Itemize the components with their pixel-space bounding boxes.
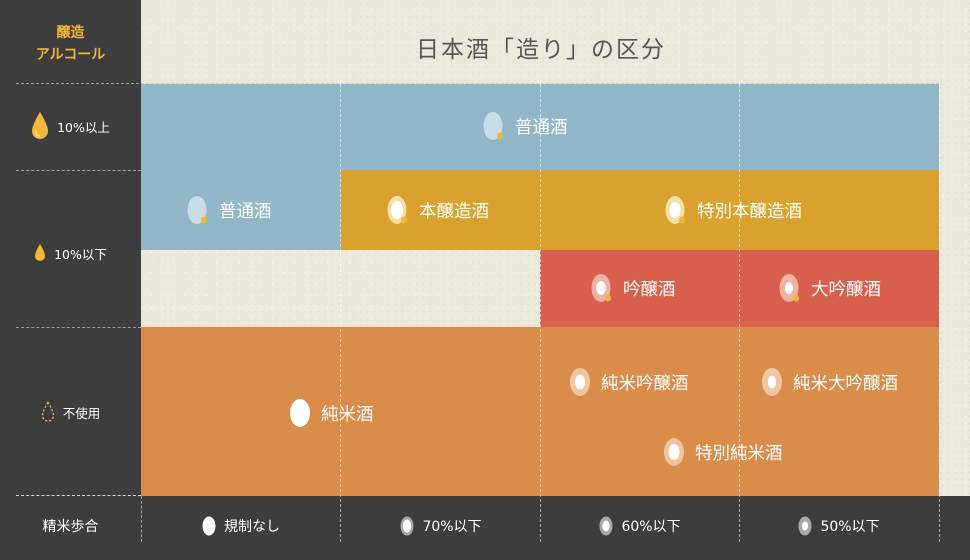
category-label: 本醸造酒 [419,201,489,222]
category-label: 純米吟醸酒 [601,373,689,394]
polishing-col-70: 70%以下 [341,496,541,556]
chart-title: 日本酒「造り」の区分 [416,37,666,63]
rice-grain-yellow-icon [664,194,688,226]
category-label: 大吟醸酒 [811,279,881,300]
category-label: 特別本醸造酒 [697,201,802,222]
category-label: 純米大吟醸酒 [793,373,898,394]
grid-line [16,83,939,84]
grid-line [939,84,940,542]
rice-grain-orange-icon [662,436,686,468]
category-junmai: 純米酒 [288,397,374,429]
rice-grain-full-icon [202,516,216,536]
category-daiginjo: 大吟醸酒 [778,272,881,304]
rice-grain-blue-icon [482,110,506,142]
grid-line [16,327,141,328]
alcohol-row-10-plus: 10%以上 [0,105,141,147]
category-junmai-ginjo: 純米吟醸酒 [568,366,689,398]
category-label: 普通酒 [515,117,568,138]
grid-line [340,84,341,542]
alcohol-axis-header: 醸造 アルコール [0,22,141,66]
rice-grain-white-icon [288,397,312,429]
polishing-col-60: 60%以下 [540,496,740,556]
category-honjozo: 本醸造酒 [386,194,489,226]
category-label: 特別純米酒 [695,443,783,464]
polishing-col-label: 60%以下 [621,519,681,535]
grid-line [16,170,141,171]
category-label: 純米酒 [321,404,374,425]
rice-grain-orange-icon [568,366,592,398]
drop-large-icon [31,111,49,141]
grid-line [141,496,142,542]
rice-grain-50-icon [798,516,812,536]
category-label: 普通酒 [219,201,272,222]
rice-grain-orange-icon [760,366,784,398]
rice-grain-red-icon [778,272,802,304]
grid-line [540,84,541,542]
alcohol-row-label: 不使用 [62,405,101,421]
drop-outline-icon [41,401,55,423]
rice-grain-blue-icon [186,194,210,226]
drop-small-icon [34,243,46,263]
rice-grain-70-icon [400,516,414,536]
category-futsushu-top: 普通酒 [482,110,568,142]
alcohol-row-label: 10%以下 [54,246,107,262]
alcohol-axis-column [0,0,141,560]
grid-line [739,84,740,542]
grid-line [16,495,141,496]
category-futsushu-mid: 普通酒 [186,194,272,226]
futsushu-mid-block [141,170,341,250]
category-tokubetsu-honjozo: 特別本醸造酒 [664,194,802,226]
alcohol-header-line1: 醸造 [56,25,85,41]
category-junmai-daiginjo: 純米大吟醸酒 [760,366,898,398]
category-tokubetsu-junmai: 特別純米酒 [662,436,783,468]
honjozo-block [341,170,939,250]
polishing-col-none: 規制なし [141,496,341,556]
alcohol-header-line2: アルコール [35,47,106,63]
alcohol-row-none: 不使用 [0,395,141,429]
alcohol-row-label: 10%以上 [57,119,110,135]
rice-grain-60-icon [599,516,613,536]
polishing-col-50: 50%以下 [739,496,939,556]
polishing-axis-label: 精米歩合 [42,519,99,535]
rice-grain-yellow-icon [386,194,410,226]
category-ginjo: 吟醸酒 [590,272,676,304]
polishing-col-label: 70%以下 [422,519,482,535]
polishing-col-label: 50%以下 [820,519,880,535]
rice-grain-red-icon [590,272,614,304]
polishing-col-label: 規制なし [224,519,280,535]
alcohol-row-10-minus: 10%以下 [0,236,141,270]
category-label: 吟醸酒 [623,279,676,300]
